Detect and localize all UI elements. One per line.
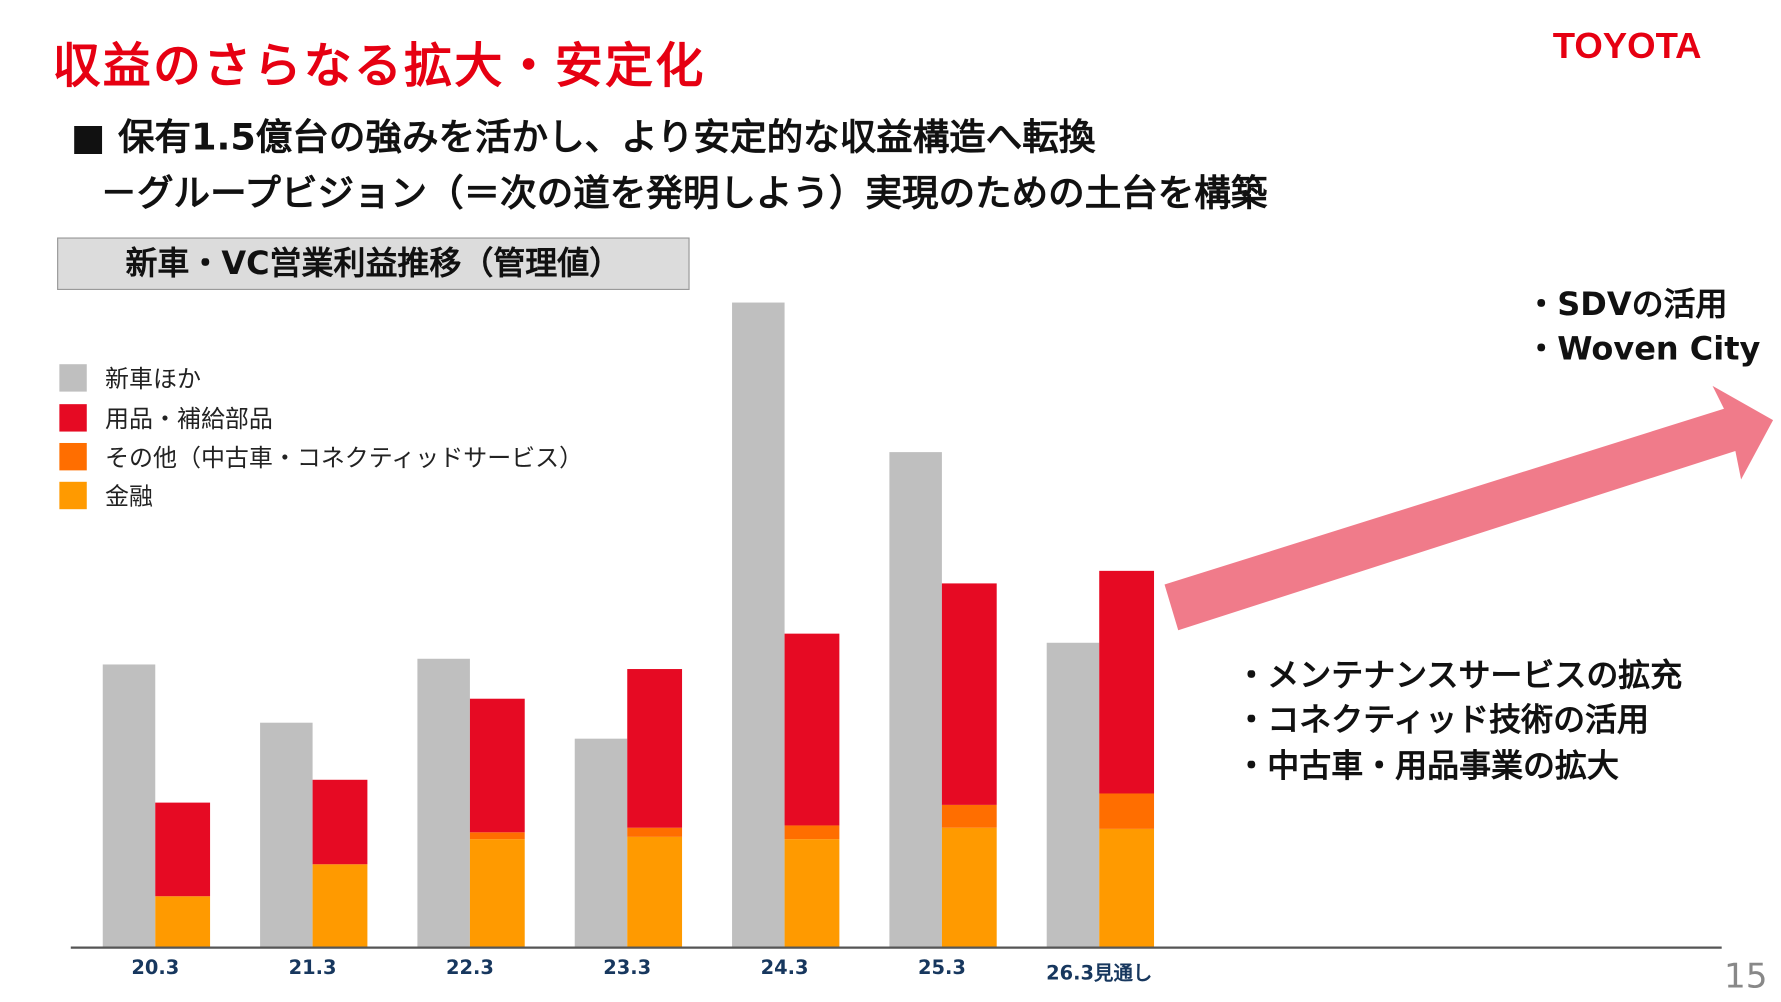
bar-new-car-26.3見通し <box>1046 642 1100 948</box>
x-tick-label: 21.3 <box>288 956 337 980</box>
bar-parts-23.3 <box>627 669 683 828</box>
legend-label: 用品・補給部品 <box>105 405 273 433</box>
slide-title: 収益のさらなる拡大・安定化 <box>52 37 706 94</box>
bar-new-car-20.3 <box>102 664 156 948</box>
legend-label: その他（中古車・コネクティッドサービス） <box>105 444 584 472</box>
bar-finance-23.3 <box>627 836 683 948</box>
bar-finance-25.3 <box>941 827 997 948</box>
note-used-car: ・中古車・用品事業の拡大 <box>1235 746 1619 785</box>
bar-parts-20.3 <box>155 802 211 897</box>
legend-label: 金融 <box>105 482 153 511</box>
legend-swatch <box>59 404 87 432</box>
note-woven-city: ・Woven City <box>1525 329 1761 368</box>
bar-other-26.3見通し <box>1099 793 1155 829</box>
legend-item-new-car: 新車ほか <box>59 361 201 395</box>
x-tick-label: 22.3 <box>445 956 494 980</box>
bar-new-car-25.3 <box>889 452 942 948</box>
chart-title: 新車・VC営業利益推移（管理値） <box>57 237 690 290</box>
bar-parts-24.3 <box>784 633 840 826</box>
x-tick-label: 20.3 <box>131 956 180 980</box>
growth-arrow <box>1164 385 1774 631</box>
bar-new-car-23.3 <box>574 738 628 948</box>
bar-finance-21.3 <box>312 864 368 948</box>
page-number: 15 <box>1723 956 1768 997</box>
legend-item-parts: 用品・補給部品 <box>59 401 273 435</box>
bar-finance-22.3 <box>469 839 525 948</box>
legend-swatch <box>59 481 87 510</box>
x-tick-label: 23.3 <box>603 956 652 980</box>
bar-other-25.3 <box>941 804 997 828</box>
legend-swatch <box>59 364 87 392</box>
bar-new-car-21.3 <box>260 722 313 948</box>
legend-item-other: その他（中古車・コネクティッドサービス） <box>59 440 583 474</box>
subtitle-line-1: ■ 保有1.5億台の強みを活かし、より安定的な収益構造へ転換 <box>70 115 1096 159</box>
bar-other-22.3 <box>469 832 525 840</box>
note-sdv: ・SDVの活用 <box>1525 285 1728 324</box>
bar-other-23.3 <box>627 827 683 837</box>
subtitle-line-2: －グループビジョン（＝次の道を発明しよう）実現のための土台を構築 <box>100 171 1268 215</box>
legend-item-finance: 金融 <box>59 478 153 512</box>
x-tick-label: 25.3 <box>917 956 966 980</box>
bar-finance-24.3 <box>784 839 840 948</box>
bar-finance-26.3見通し <box>1099 828 1155 948</box>
bar-parts-26.3見通し <box>1099 570 1155 794</box>
legend-swatch <box>59 442 87 471</box>
toyota-logo: TOYOTA <box>1552 25 1702 67</box>
bar-other-24.3 <box>784 825 840 840</box>
note-maintenance: ・メンテナンスサービスの拡充 <box>1235 656 1683 695</box>
bar-new-car-24.3 <box>732 302 785 948</box>
bar-parts-21.3 <box>312 779 368 865</box>
x-tick-label: 24.3 <box>760 956 809 980</box>
bar-new-car-22.3 <box>417 658 470 948</box>
bar-parts-22.3 <box>469 698 525 833</box>
legend-label: 新車ほか <box>105 365 201 393</box>
bar-parts-25.3 <box>941 583 997 805</box>
x-tick-label: 26.3見通し <box>1046 962 1153 986</box>
note-connected: ・コネクティッド技術の活用 <box>1235 701 1649 739</box>
bar-finance-20.3 <box>155 896 211 948</box>
